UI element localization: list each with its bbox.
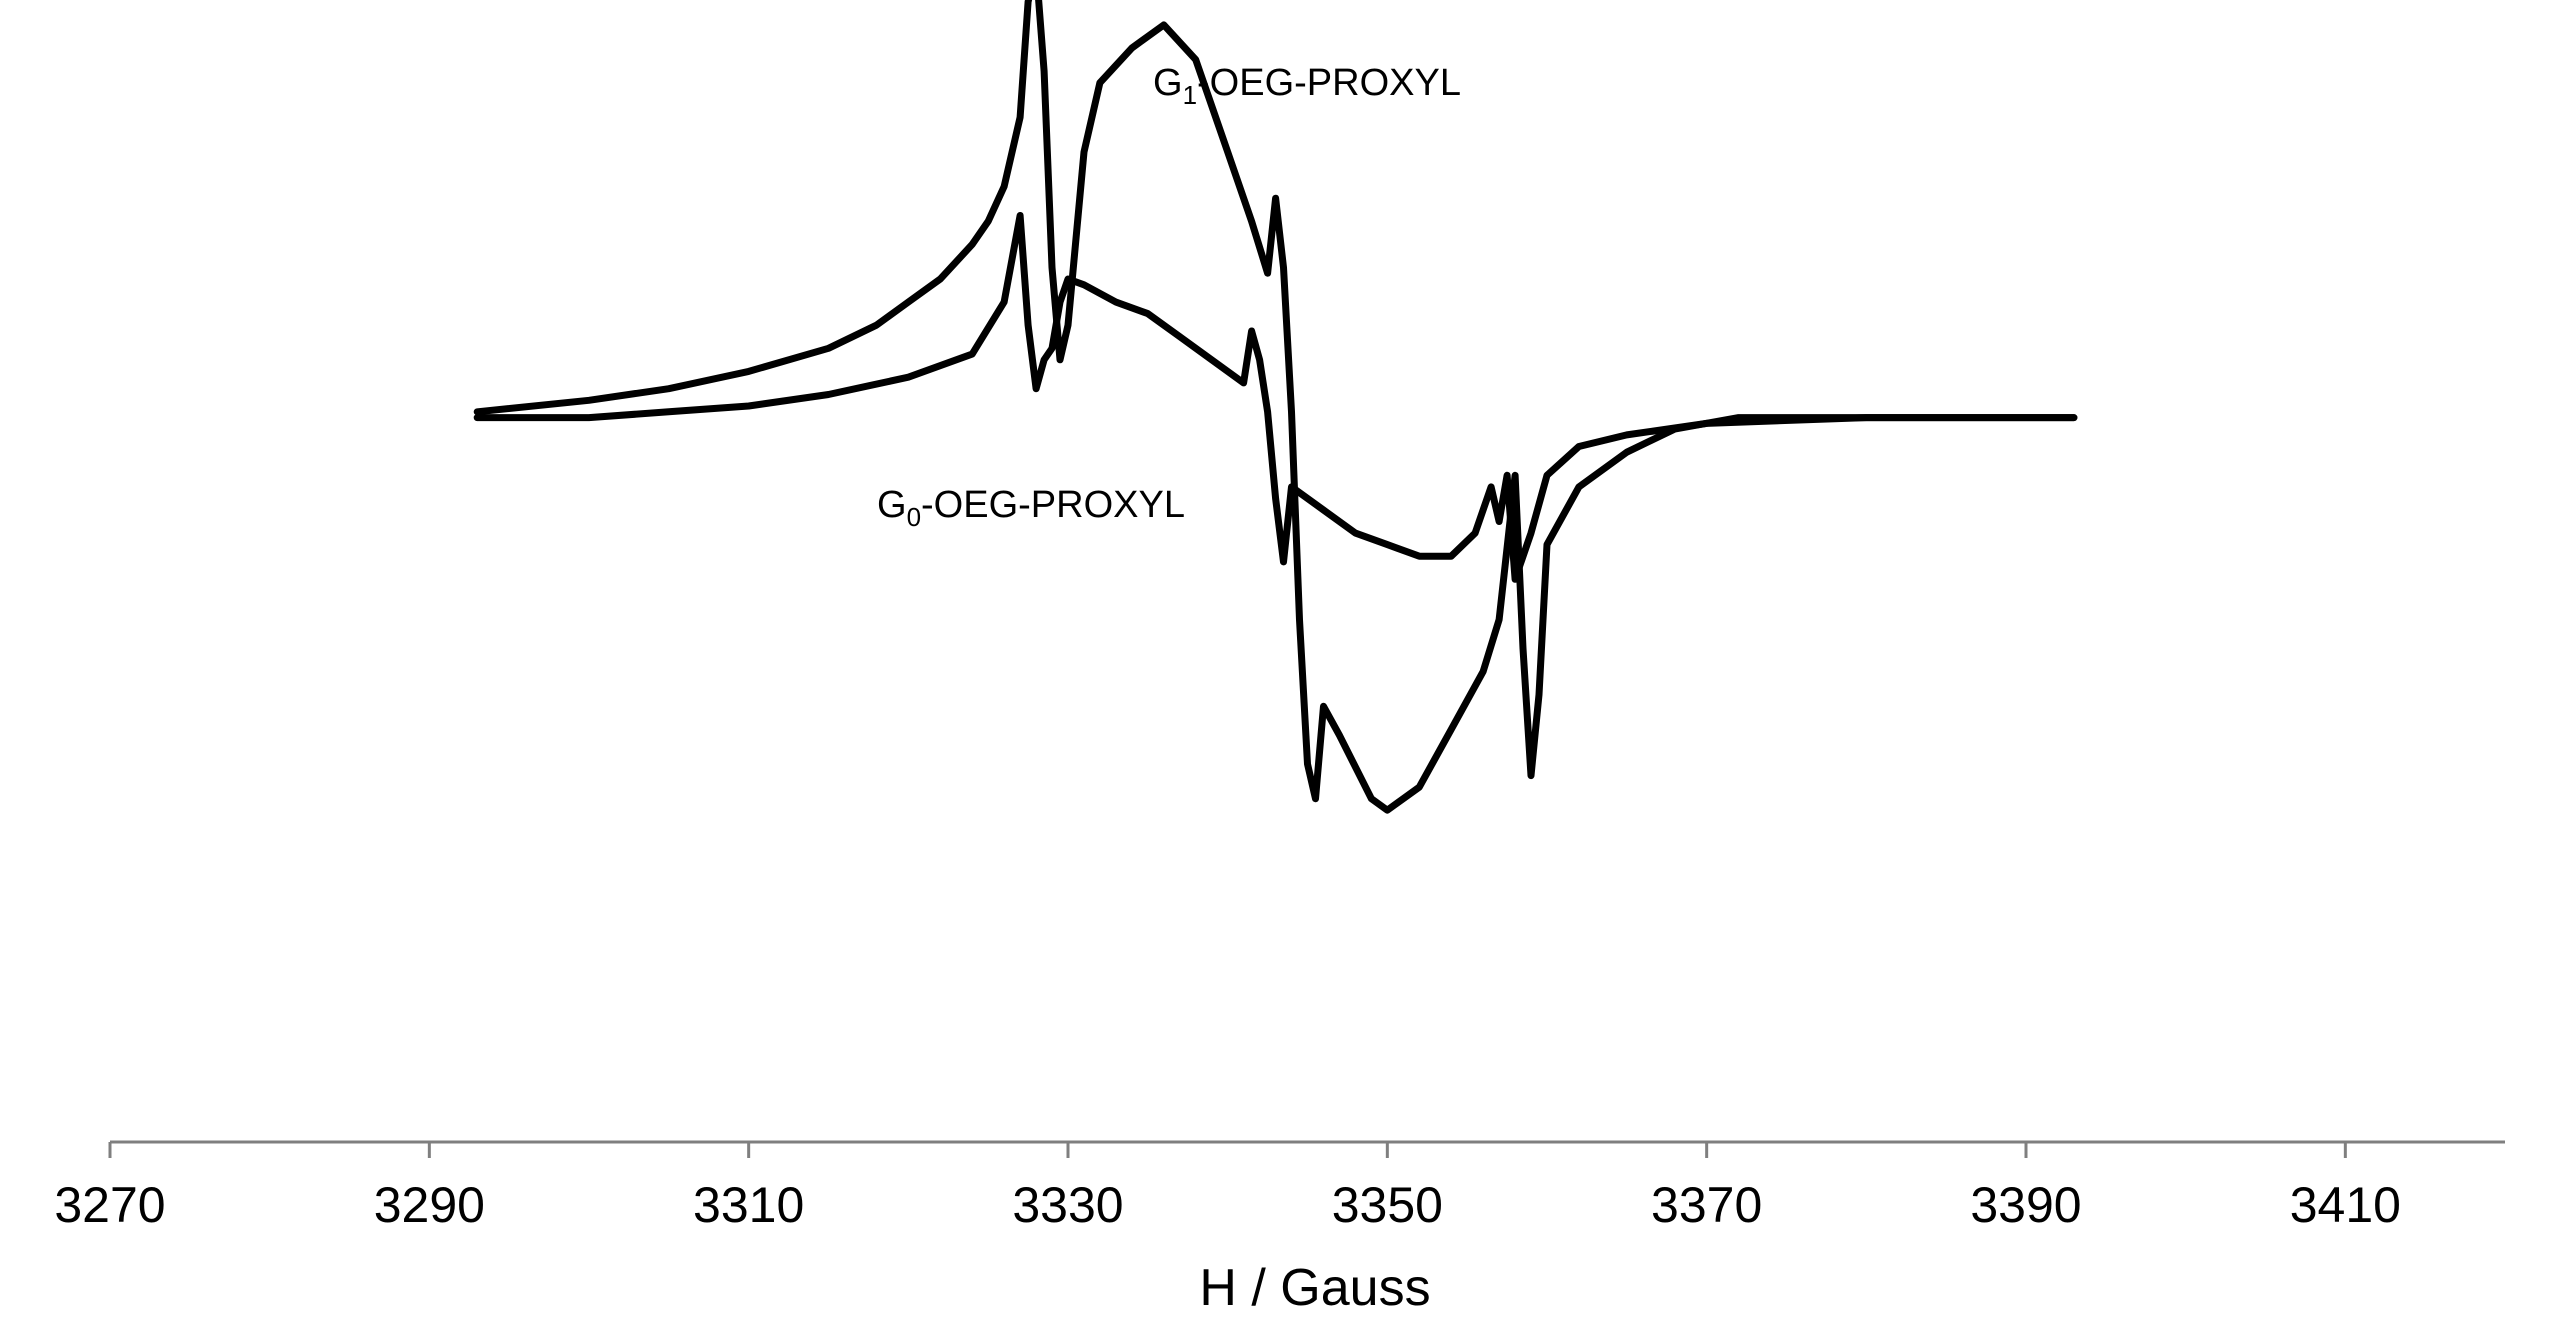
series-label-g1-rest: -OEG-PROXYL [1197, 62, 1461, 104]
x-tick-label: 3290 [374, 1177, 485, 1233]
series-line-g0 [473, 212, 2078, 583]
plot-area [473, 0, 2078, 814]
series-label-g0-rest: -OEG-PROXYL [921, 484, 1185, 526]
x-tick-label: 3410 [2290, 1177, 2401, 1233]
series-label-g1-main: G [1153, 62, 1183, 104]
series-label-g1-sub: 1 [1183, 80, 1197, 110]
x-tick-label: 3370 [1651, 1177, 1762, 1233]
x-axis-title: H / Gauss [1199, 1259, 1430, 1317]
series-label-g1: G1-OEG-PROXYL [1153, 62, 1461, 110]
series-label-g0: G0-OEG-PROXYL [877, 484, 1185, 532]
x-tick-label: 3350 [1332, 1177, 1443, 1233]
x-tick-label: 3330 [1012, 1177, 1123, 1233]
series-label-g0-sub: 0 [907, 502, 921, 532]
x-tick-label: 3270 [54, 1177, 165, 1233]
x-tick-label: 3310 [693, 1177, 804, 1233]
series-line-g1 [473, 0, 2078, 814]
series-label-g0-main: G [877, 484, 907, 526]
x-tick-label: 3390 [1970, 1177, 2081, 1233]
x-axis: 3270 3290 3310 3330 3350 3370 3390 3410 [54, 1140, 2505, 1233]
